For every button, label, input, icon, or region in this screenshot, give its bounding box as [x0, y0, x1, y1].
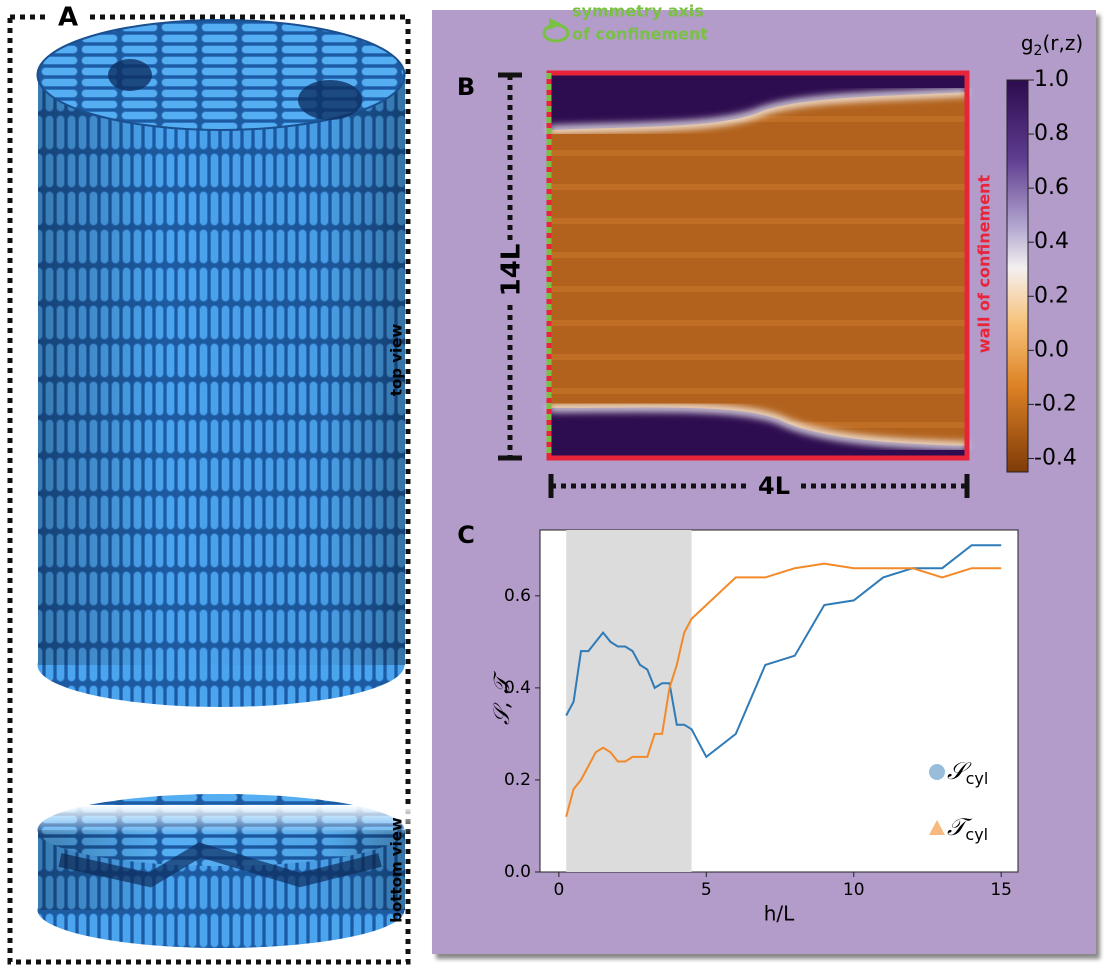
y-axis-label: 𝒮, 𝒯	[490, 670, 515, 725]
colorbar-tick-label: -0.2	[1034, 391, 1077, 416]
cylinder-render	[36, 19, 406, 707]
label-backdrop	[748, 472, 800, 500]
heatmap	[546, 70, 970, 461]
x-axis-label: h/L	[764, 902, 795, 926]
x-tick-label: 10	[843, 880, 865, 900]
series-line	[565, 544, 1002, 759]
colorbar-tick-label: -0.4	[1034, 445, 1077, 470]
view-label: bottom view	[388, 817, 406, 923]
colorbar-tick-label: 0.8	[1034, 121, 1069, 146]
shaded-span	[566, 530, 692, 872]
view-label: top view	[388, 324, 406, 397]
colorbar-tick-label: 1.0	[1034, 67, 1069, 92]
title-part: g	[1021, 31, 1034, 55]
dimension-label: 4L	[758, 472, 790, 500]
legend-marker	[929, 820, 945, 835]
title-part: (r,z)	[1042, 31, 1083, 55]
x-tick-label: 15	[990, 880, 1012, 900]
colorbar-tick-label: 0.0	[1034, 337, 1069, 362]
panel-label: C	[457, 521, 475, 549]
x-tick-label: 0	[553, 880, 564, 900]
colorbar-tick-label: 0.6	[1034, 175, 1069, 200]
title-part: 2	[1034, 43, 1043, 59]
panel-a-frame	[7, 14, 411, 965]
y-tick-label: 0.4	[504, 678, 531, 698]
dimension-label: 14L	[497, 244, 527, 297]
series-line	[565, 562, 1002, 818]
y-tick-label: 0.0	[504, 862, 531, 882]
colorbar-tick-label: 0.4	[1034, 229, 1069, 254]
colorbar-tick-label: 0.2	[1034, 283, 1069, 308]
width-dimension	[548, 474, 970, 498]
disk-render	[30, 794, 415, 948]
legend-label: 𝒯cyl	[947, 813, 988, 844]
label-backdrop	[48, 5, 88, 31]
panel-label: A	[58, 3, 78, 33]
axis-icon	[542, 18, 570, 43]
x-tick-label: 5	[701, 880, 712, 900]
annotation: wall of confinement	[975, 175, 994, 354]
colorbar	[1006, 79, 1029, 473]
annotation: symmetry axis	[572, 2, 704, 21]
label-backdrop	[495, 240, 525, 302]
y-tick-label: 0.2	[504, 770, 531, 790]
panel-label: B	[457, 73, 475, 101]
legend-subscript: cyl	[966, 769, 989, 788]
colorbar-title: g2(r,z)	[1021, 31, 1083, 60]
legend-marker	[929, 764, 945, 780]
legend-subscript: cyl	[965, 825, 988, 844]
y-tick-label: 0.6	[504, 586, 531, 606]
annotation: of confinement	[572, 25, 708, 44]
